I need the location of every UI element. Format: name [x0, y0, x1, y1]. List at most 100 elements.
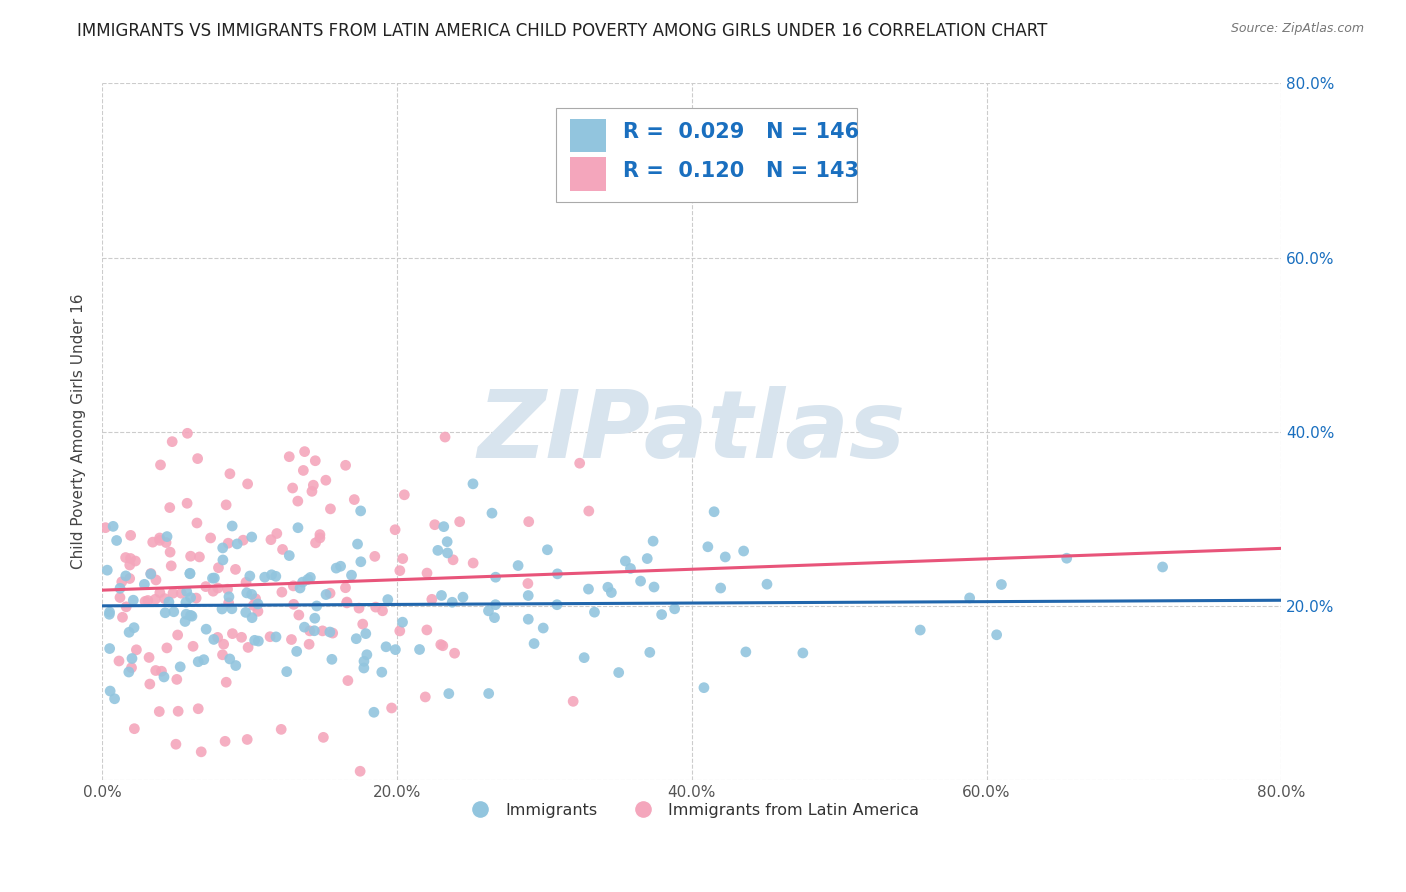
Point — [353, 654, 375, 668]
Point — [304, 454, 326, 468]
Point — [166, 628, 188, 642]
Point — [96, 563, 118, 577]
Point — [437, 687, 460, 701]
Point — [159, 500, 181, 515]
Point — [101, 519, 124, 533]
Point — [312, 731, 335, 745]
Point — [235, 606, 257, 620]
Point — [121, 661, 143, 675]
Point — [391, 615, 413, 630]
Point — [568, 456, 591, 470]
Point — [157, 595, 180, 609]
Point — [434, 430, 457, 444]
Point — [122, 621, 145, 635]
Point — [423, 517, 446, 532]
Point — [280, 632, 302, 647]
Point — [124, 722, 146, 736]
Point — [302, 478, 325, 492]
Point — [546, 598, 568, 612]
Point — [115, 599, 138, 614]
Point — [578, 504, 600, 518]
Point — [221, 626, 243, 640]
Point — [200, 531, 222, 545]
Point — [364, 549, 387, 564]
Point — [281, 481, 304, 495]
Point — [292, 463, 315, 477]
Point — [176, 426, 198, 441]
Point — [484, 598, 506, 612]
Point — [167, 704, 190, 718]
Point — [98, 605, 121, 619]
Point — [291, 575, 314, 590]
Point — [207, 581, 229, 595]
Point — [215, 498, 238, 512]
Point — [160, 434, 183, 449]
Point — [703, 505, 725, 519]
Point — [319, 625, 342, 640]
Point — [619, 561, 641, 575]
Point — [336, 595, 359, 609]
Point — [1056, 551, 1078, 566]
Point — [278, 549, 301, 563]
Point — [516, 576, 538, 591]
Point — [214, 734, 236, 748]
Point — [517, 612, 540, 626]
Point — [217, 536, 239, 550]
Point — [187, 451, 209, 466]
Point — [506, 558, 529, 573]
Point — [426, 543, 449, 558]
Point — [651, 607, 673, 622]
Point — [108, 654, 131, 668]
Point — [121, 651, 143, 665]
Point — [596, 580, 619, 594]
Point — [714, 549, 737, 564]
Point — [240, 587, 263, 601]
Point — [108, 582, 131, 596]
Point — [98, 684, 121, 698]
Point — [134, 594, 156, 608]
Point — [212, 637, 235, 651]
Point — [145, 664, 167, 678]
Point — [190, 745, 212, 759]
Point — [179, 566, 201, 581]
Point — [181, 640, 204, 654]
Point — [430, 638, 453, 652]
Point — [153, 670, 176, 684]
Point — [270, 723, 292, 737]
Point — [311, 624, 333, 638]
Point — [375, 640, 398, 654]
Point — [153, 606, 176, 620]
Point — [136, 593, 159, 607]
Point — [436, 546, 458, 560]
Point — [217, 582, 239, 597]
Point — [149, 531, 172, 545]
Point — [315, 588, 337, 602]
Point — [285, 644, 308, 658]
Point — [335, 458, 357, 473]
Point — [304, 536, 326, 550]
Point — [236, 732, 259, 747]
Point — [201, 571, 224, 585]
Point — [319, 501, 342, 516]
Point — [264, 630, 287, 644]
Point — [218, 596, 240, 610]
Point — [163, 605, 186, 619]
Point — [416, 623, 439, 637]
Point — [283, 598, 305, 612]
Point — [150, 665, 173, 679]
Point — [118, 572, 141, 586]
Point — [562, 694, 585, 708]
Point — [449, 515, 471, 529]
Point — [959, 591, 981, 605]
Point — [202, 571, 225, 585]
Point — [194, 580, 217, 594]
Point — [186, 516, 208, 530]
Point — [187, 655, 209, 669]
Point — [120, 551, 142, 566]
Point — [245, 591, 267, 606]
Point — [305, 599, 328, 613]
Point — [908, 623, 931, 637]
Point — [118, 558, 141, 572]
Point — [181, 609, 204, 624]
Point — [377, 592, 399, 607]
